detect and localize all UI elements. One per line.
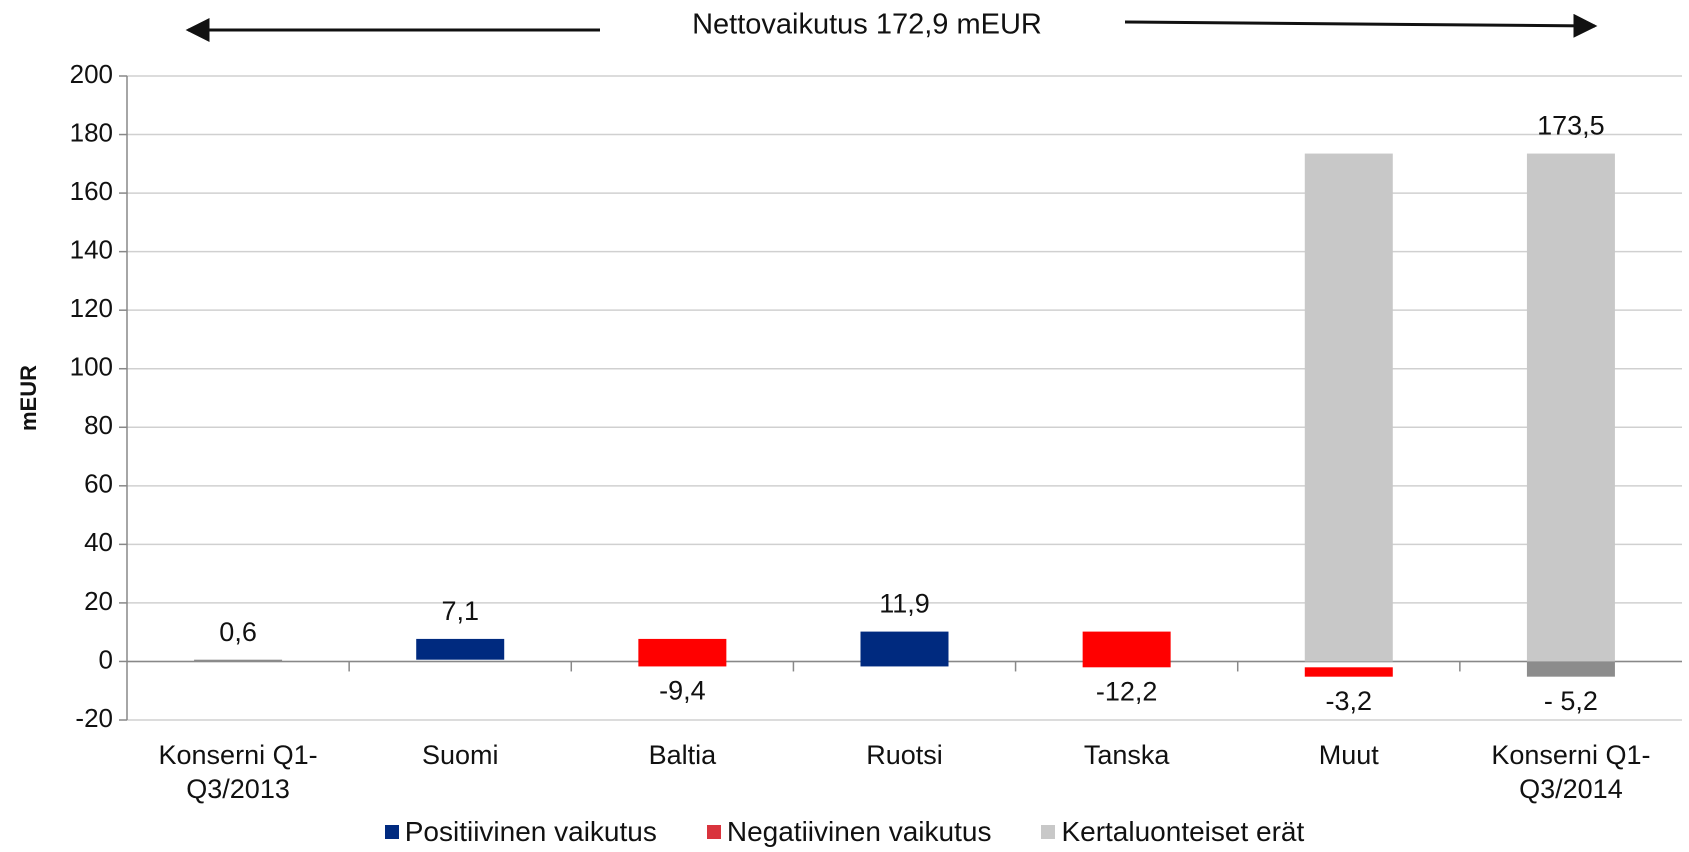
bar — [638, 638, 727, 667]
legend-label: Kertaluonteiset erät — [1061, 816, 1305, 847]
x-tick-label: Konserni Q1-Q3/2013 — [158, 740, 318, 804]
x-tick-label: Muut — [1318, 740, 1379, 770]
y-tick-label: 40 — [84, 527, 113, 557]
y-tick-label: 200 — [70, 59, 113, 89]
data-label: -12,2 — [1096, 676, 1158, 706]
y-tick-label: -20 — [75, 703, 113, 733]
y-tick-label: 180 — [70, 117, 113, 147]
bar — [1526, 153, 1615, 662]
x-tick-label: Tanska — [1083, 740, 1170, 770]
y-tick-label: 0 — [99, 644, 113, 674]
bar — [416, 638, 505, 660]
y-tick-label: 100 — [70, 352, 113, 382]
data-label: -9,4 — [659, 676, 706, 706]
legend-label: Positiivinen vaikutus — [404, 816, 657, 847]
y-tick-label: 60 — [84, 469, 113, 499]
y-tick-label: 160 — [70, 176, 113, 206]
x-tick-label: Suomi — [421, 740, 499, 770]
data-label: 0,6 — [219, 617, 257, 647]
y-axis-label: mEUR — [16, 365, 41, 431]
legend-item: Kertaluonteiset erät — [1041, 816, 1304, 848]
bar — [1304, 153, 1393, 662]
y-tick-label: 80 — [84, 410, 113, 440]
bar — [1304, 667, 1393, 677]
legend-label: Negatiivinen vaikutus — [726, 816, 992, 847]
legend-item: Negatiivinen vaikutus — [706, 816, 992, 848]
legend-swatch — [706, 825, 721, 839]
legend-swatch — [384, 825, 399, 839]
y-tick-label: 20 — [84, 586, 113, 616]
data-label: 173,5 — [1537, 111, 1605, 141]
data-label: 11,9 — [879, 589, 930, 619]
x-tick-label: Konserni Q1-Q3/2014 — [1491, 740, 1651, 804]
bar — [1526, 661, 1615, 677]
chart-title: Nettovaikutus 172,9 mEUR — [692, 9, 1042, 41]
bar — [194, 659, 283, 662]
y-tick-label: 140 — [70, 235, 113, 265]
legend: Positiivinen vaikutus Negatiivinen vaikut… — [0, 816, 1689, 848]
data-label: 7,1 — [441, 596, 479, 626]
legend-swatch — [1041, 825, 1056, 839]
data-label: - 5,2 — [1544, 686, 1598, 716]
y-tick-label: 120 — [70, 293, 113, 323]
bar — [860, 631, 949, 667]
arrow-right — [1124, 13, 1598, 38]
x-tick-label: Baltia — [648, 740, 717, 770]
legend-item: Positiivinen vaikutus — [384, 816, 657, 848]
data-label: -3,2 — [1326, 686, 1373, 716]
x-tick-label: Ruotsi — [866, 740, 943, 770]
bar — [1082, 631, 1171, 668]
